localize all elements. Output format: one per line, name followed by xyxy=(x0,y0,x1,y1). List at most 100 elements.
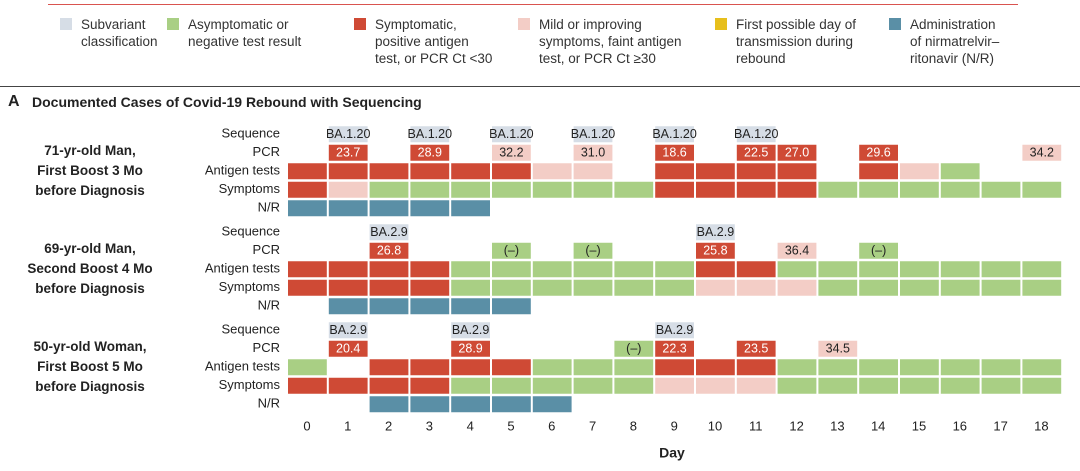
row-label: N/R xyxy=(258,396,280,411)
sequence-cell xyxy=(328,322,368,339)
legend-swatch xyxy=(354,18,366,30)
row-label: PCR xyxy=(253,340,280,355)
patient-label: before Diagnosis xyxy=(35,281,145,296)
symptoms-cell xyxy=(328,279,368,296)
panel-title: Documented Cases of Covid-19 Rebound wit… xyxy=(32,94,422,110)
symptoms-cell xyxy=(777,279,817,296)
antigen-cell xyxy=(1022,359,1062,376)
pcr-cell xyxy=(736,340,776,357)
antigen-cell xyxy=(859,261,898,278)
symptoms-cell xyxy=(328,377,368,394)
antigen-cell xyxy=(492,163,531,180)
legend-item-seq: Subvariant classification xyxy=(60,16,158,50)
sequence-label: BA.1.20 xyxy=(652,127,697,141)
nr-cell xyxy=(492,396,531,413)
pcr-cell xyxy=(777,144,817,161)
symptoms-cell xyxy=(573,181,613,198)
sequence-label: BA.2.9 xyxy=(370,225,408,239)
patient-label: First Boost 3 Mo xyxy=(37,163,143,178)
patient-label: First Boost 5 Mo xyxy=(37,359,143,374)
antigen-cell xyxy=(981,261,1021,278)
patient-label: before Diagnosis xyxy=(35,379,145,394)
symptoms-cell xyxy=(818,377,858,394)
pcr-cell xyxy=(859,242,898,259)
x-tick-label: 0 xyxy=(303,418,310,433)
top-rule xyxy=(48,4,1018,5)
pcr-value: (–) xyxy=(504,244,519,258)
sequence-label: BA.1.20 xyxy=(571,127,616,141)
patient-label: 50-yr-old Woman, xyxy=(33,339,146,354)
antigen-cell xyxy=(288,261,327,278)
antigen-cell xyxy=(777,163,817,180)
antigen-cell xyxy=(410,261,450,278)
symptoms-cell xyxy=(614,377,654,394)
symptoms-cell xyxy=(981,377,1021,394)
antigen-cell xyxy=(696,261,735,278)
nr-cell xyxy=(328,200,368,217)
antigen-cell xyxy=(288,359,327,376)
legend-swatch xyxy=(60,18,72,30)
legend-swatch xyxy=(889,18,901,30)
sequence-label: BA.1.20 xyxy=(489,127,534,141)
nr-cell xyxy=(410,200,450,217)
pcr-value: 23.7 xyxy=(336,146,360,160)
antigen-cell xyxy=(410,359,450,376)
nr-cell xyxy=(451,396,490,413)
pcr-cell xyxy=(818,340,858,357)
pcr-cell xyxy=(859,144,898,161)
antigen-cell xyxy=(369,359,409,376)
symptoms-cell xyxy=(818,279,858,296)
pcr-value: 34.2 xyxy=(1030,146,1054,160)
antigen-cell xyxy=(369,163,409,180)
legend-item-nr: Administration of nirmatrelvir– ritonavir … xyxy=(889,16,999,67)
x-tick-label: 6 xyxy=(548,418,555,433)
antigen-cell xyxy=(573,261,613,278)
antigen-cell xyxy=(614,261,654,278)
pcr-cell xyxy=(573,144,613,161)
pcr-value: 23.5 xyxy=(744,342,768,356)
antigen-cell xyxy=(777,359,817,376)
symptoms-cell xyxy=(655,377,694,394)
nr-cell xyxy=(328,298,368,315)
symptoms-cell xyxy=(1022,377,1062,394)
x-tick-label: 8 xyxy=(630,418,637,433)
nr-cell xyxy=(410,396,450,413)
antigen-cell xyxy=(532,163,572,180)
row-label: Antigen tests xyxy=(205,163,281,178)
x-tick-label: 3 xyxy=(426,418,433,433)
antigen-cell xyxy=(900,163,939,180)
sequence-cell xyxy=(328,126,368,143)
legend-label: Symptomatic, positive antigen test, or PCR… xyxy=(375,17,493,66)
antigen-cell xyxy=(369,261,409,278)
sequence-cell xyxy=(736,126,776,143)
antigen-cell xyxy=(328,163,368,180)
patient-label: Second Boost 4 Mo xyxy=(27,261,152,276)
antigen-cell xyxy=(532,359,572,376)
x-tick-label: 4 xyxy=(467,418,474,433)
symptoms-cell xyxy=(818,181,858,198)
symptoms-cell xyxy=(532,377,572,394)
antigen-cell xyxy=(573,359,613,376)
symptoms-cell xyxy=(451,279,490,296)
symptoms-cell xyxy=(369,181,409,198)
antigen-cell xyxy=(736,163,776,180)
pcr-cell xyxy=(328,340,368,357)
nr-cell xyxy=(369,200,409,217)
sequence-label: BA.2.9 xyxy=(656,323,694,337)
row-label: Antigen tests xyxy=(205,261,281,276)
antigen-cell xyxy=(818,359,858,376)
antigen-cell xyxy=(532,261,572,278)
nr-cell xyxy=(532,396,572,413)
sequence-label: BA.2.9 xyxy=(697,225,735,239)
pcr-value: 36.4 xyxy=(785,244,809,258)
pcr-cell xyxy=(696,242,735,259)
sequence-label: BA.1.20 xyxy=(408,127,453,141)
legend-item-first: First possible day of transmission during… xyxy=(715,16,856,67)
symptoms-cell xyxy=(859,181,898,198)
symptoms-cell xyxy=(981,279,1021,296)
symptoms-cell xyxy=(940,377,980,394)
antigen-cell xyxy=(777,261,817,278)
row-label: PCR xyxy=(253,242,280,257)
legend-label: Administration of nirmatrelvir– ritonavir … xyxy=(910,17,1000,66)
